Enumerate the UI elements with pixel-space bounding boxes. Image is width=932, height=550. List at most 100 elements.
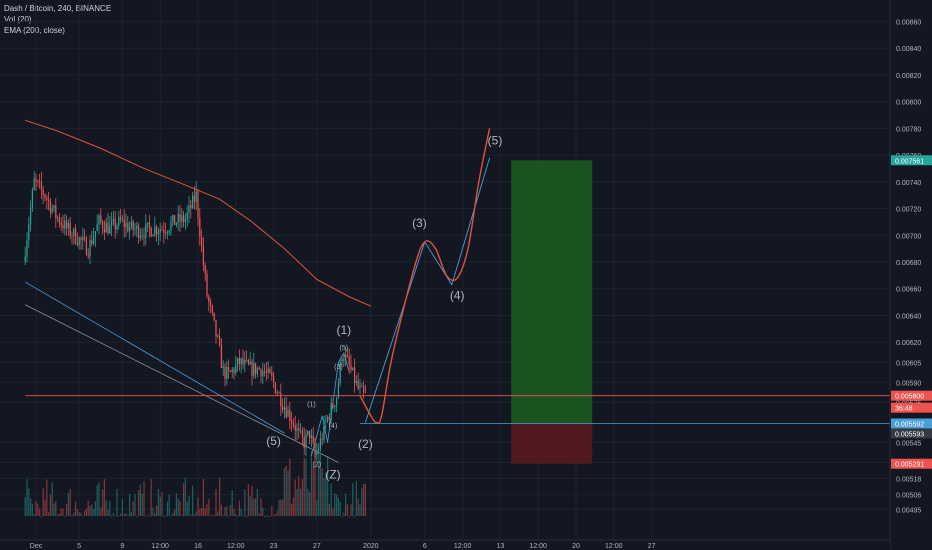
candle-body xyxy=(109,225,111,234)
volume-bar xyxy=(287,470,289,516)
volume-bar xyxy=(339,501,341,516)
candle-body xyxy=(186,212,188,220)
candle-body xyxy=(150,227,152,237)
candle-body xyxy=(296,428,298,431)
volume-bar xyxy=(226,506,228,516)
candle-body xyxy=(350,364,352,370)
candle-body xyxy=(96,224,98,231)
price-label-text: 0.005800 xyxy=(895,394,924,401)
volume-bars xyxy=(24,450,367,517)
time-tick-label: 2020 xyxy=(363,543,379,550)
volume-bar xyxy=(296,488,298,516)
candle-body xyxy=(184,219,187,223)
volume-bar xyxy=(364,483,367,516)
volume-bar xyxy=(227,515,230,517)
volume-bar xyxy=(155,505,158,516)
candle-body xyxy=(348,356,350,365)
volume-bar xyxy=(168,494,170,516)
volume-bar xyxy=(235,514,237,516)
candle-body xyxy=(260,369,262,377)
candle-body xyxy=(136,225,138,230)
volume-bar xyxy=(251,485,253,516)
volume-bar xyxy=(166,501,169,516)
candle-body xyxy=(193,195,196,202)
volume-bar xyxy=(118,515,120,517)
volume-bar xyxy=(240,508,242,516)
candle-body xyxy=(107,222,109,234)
volume-bar xyxy=(285,465,287,516)
volume-bar xyxy=(233,508,235,516)
price-tick-label: 0.00660 xyxy=(896,287,921,294)
candle-body xyxy=(49,200,52,213)
candle-body xyxy=(227,366,230,372)
volume-bar xyxy=(361,487,363,516)
volume-bar xyxy=(110,515,113,517)
volume-bar xyxy=(292,497,295,516)
candle-body xyxy=(249,361,251,365)
volume-bar xyxy=(258,513,260,516)
volume-bar xyxy=(87,500,89,516)
volume-bar xyxy=(274,514,277,516)
volume-bar xyxy=(40,515,43,517)
candle-body xyxy=(33,178,35,191)
candle-body xyxy=(240,358,242,364)
candle-body xyxy=(123,219,125,228)
volume-bar xyxy=(357,498,359,516)
volume-bar xyxy=(236,515,239,517)
volume-bar xyxy=(317,451,320,516)
price-tick-label: 0.00605 xyxy=(896,360,921,367)
volume-bar xyxy=(272,515,275,517)
candle-body xyxy=(346,355,349,357)
candle-body xyxy=(100,215,102,222)
volume-bar xyxy=(42,487,44,516)
wave-label: (1) xyxy=(307,401,316,408)
volume-bar xyxy=(323,478,325,516)
volume-bar xyxy=(182,482,185,516)
volume-bar xyxy=(326,456,329,516)
volume-bar xyxy=(199,509,201,516)
volume-bar xyxy=(128,493,131,516)
candle-body xyxy=(200,237,203,247)
time-tick-label: 12:00 xyxy=(605,543,623,550)
candle-body xyxy=(37,181,39,182)
candle-body xyxy=(233,369,235,373)
annotation-lines xyxy=(24,119,890,463)
volume-bar xyxy=(159,496,161,516)
candle-body xyxy=(235,364,237,373)
candle-body xyxy=(26,239,28,257)
volume-bar xyxy=(49,494,52,516)
candle-body xyxy=(164,232,167,234)
volume-bar xyxy=(170,515,172,517)
candle-body xyxy=(305,434,307,448)
candle-body xyxy=(62,224,64,229)
candle-body xyxy=(69,223,71,236)
candle-body xyxy=(24,256,26,262)
price-tick-label: 0.00860 xyxy=(896,19,921,26)
candle-body xyxy=(258,367,260,370)
candle-body xyxy=(60,223,62,225)
time-tick-label: 13 xyxy=(497,543,505,550)
candle-body xyxy=(80,237,82,241)
volume-bar xyxy=(134,494,136,516)
volume-bar xyxy=(172,512,174,516)
candle-body xyxy=(254,363,257,374)
volume-bar xyxy=(154,513,156,516)
volume-bar xyxy=(337,497,340,516)
candle-body xyxy=(242,358,244,365)
price-label-box xyxy=(891,458,932,469)
candle-body xyxy=(208,296,210,302)
volume-bar xyxy=(265,515,268,517)
candle-body xyxy=(236,357,239,365)
price-tick-label: 0.00506 xyxy=(896,493,921,500)
volume-bar xyxy=(283,468,286,516)
candle-body xyxy=(303,436,305,448)
candle-body xyxy=(38,181,41,183)
candle-body xyxy=(226,366,228,379)
candle-body xyxy=(312,435,314,443)
wave-label: (2) xyxy=(358,437,373,451)
volume-bar xyxy=(85,508,88,516)
candle-body xyxy=(285,407,287,417)
wave-label: (2) xyxy=(313,462,322,469)
